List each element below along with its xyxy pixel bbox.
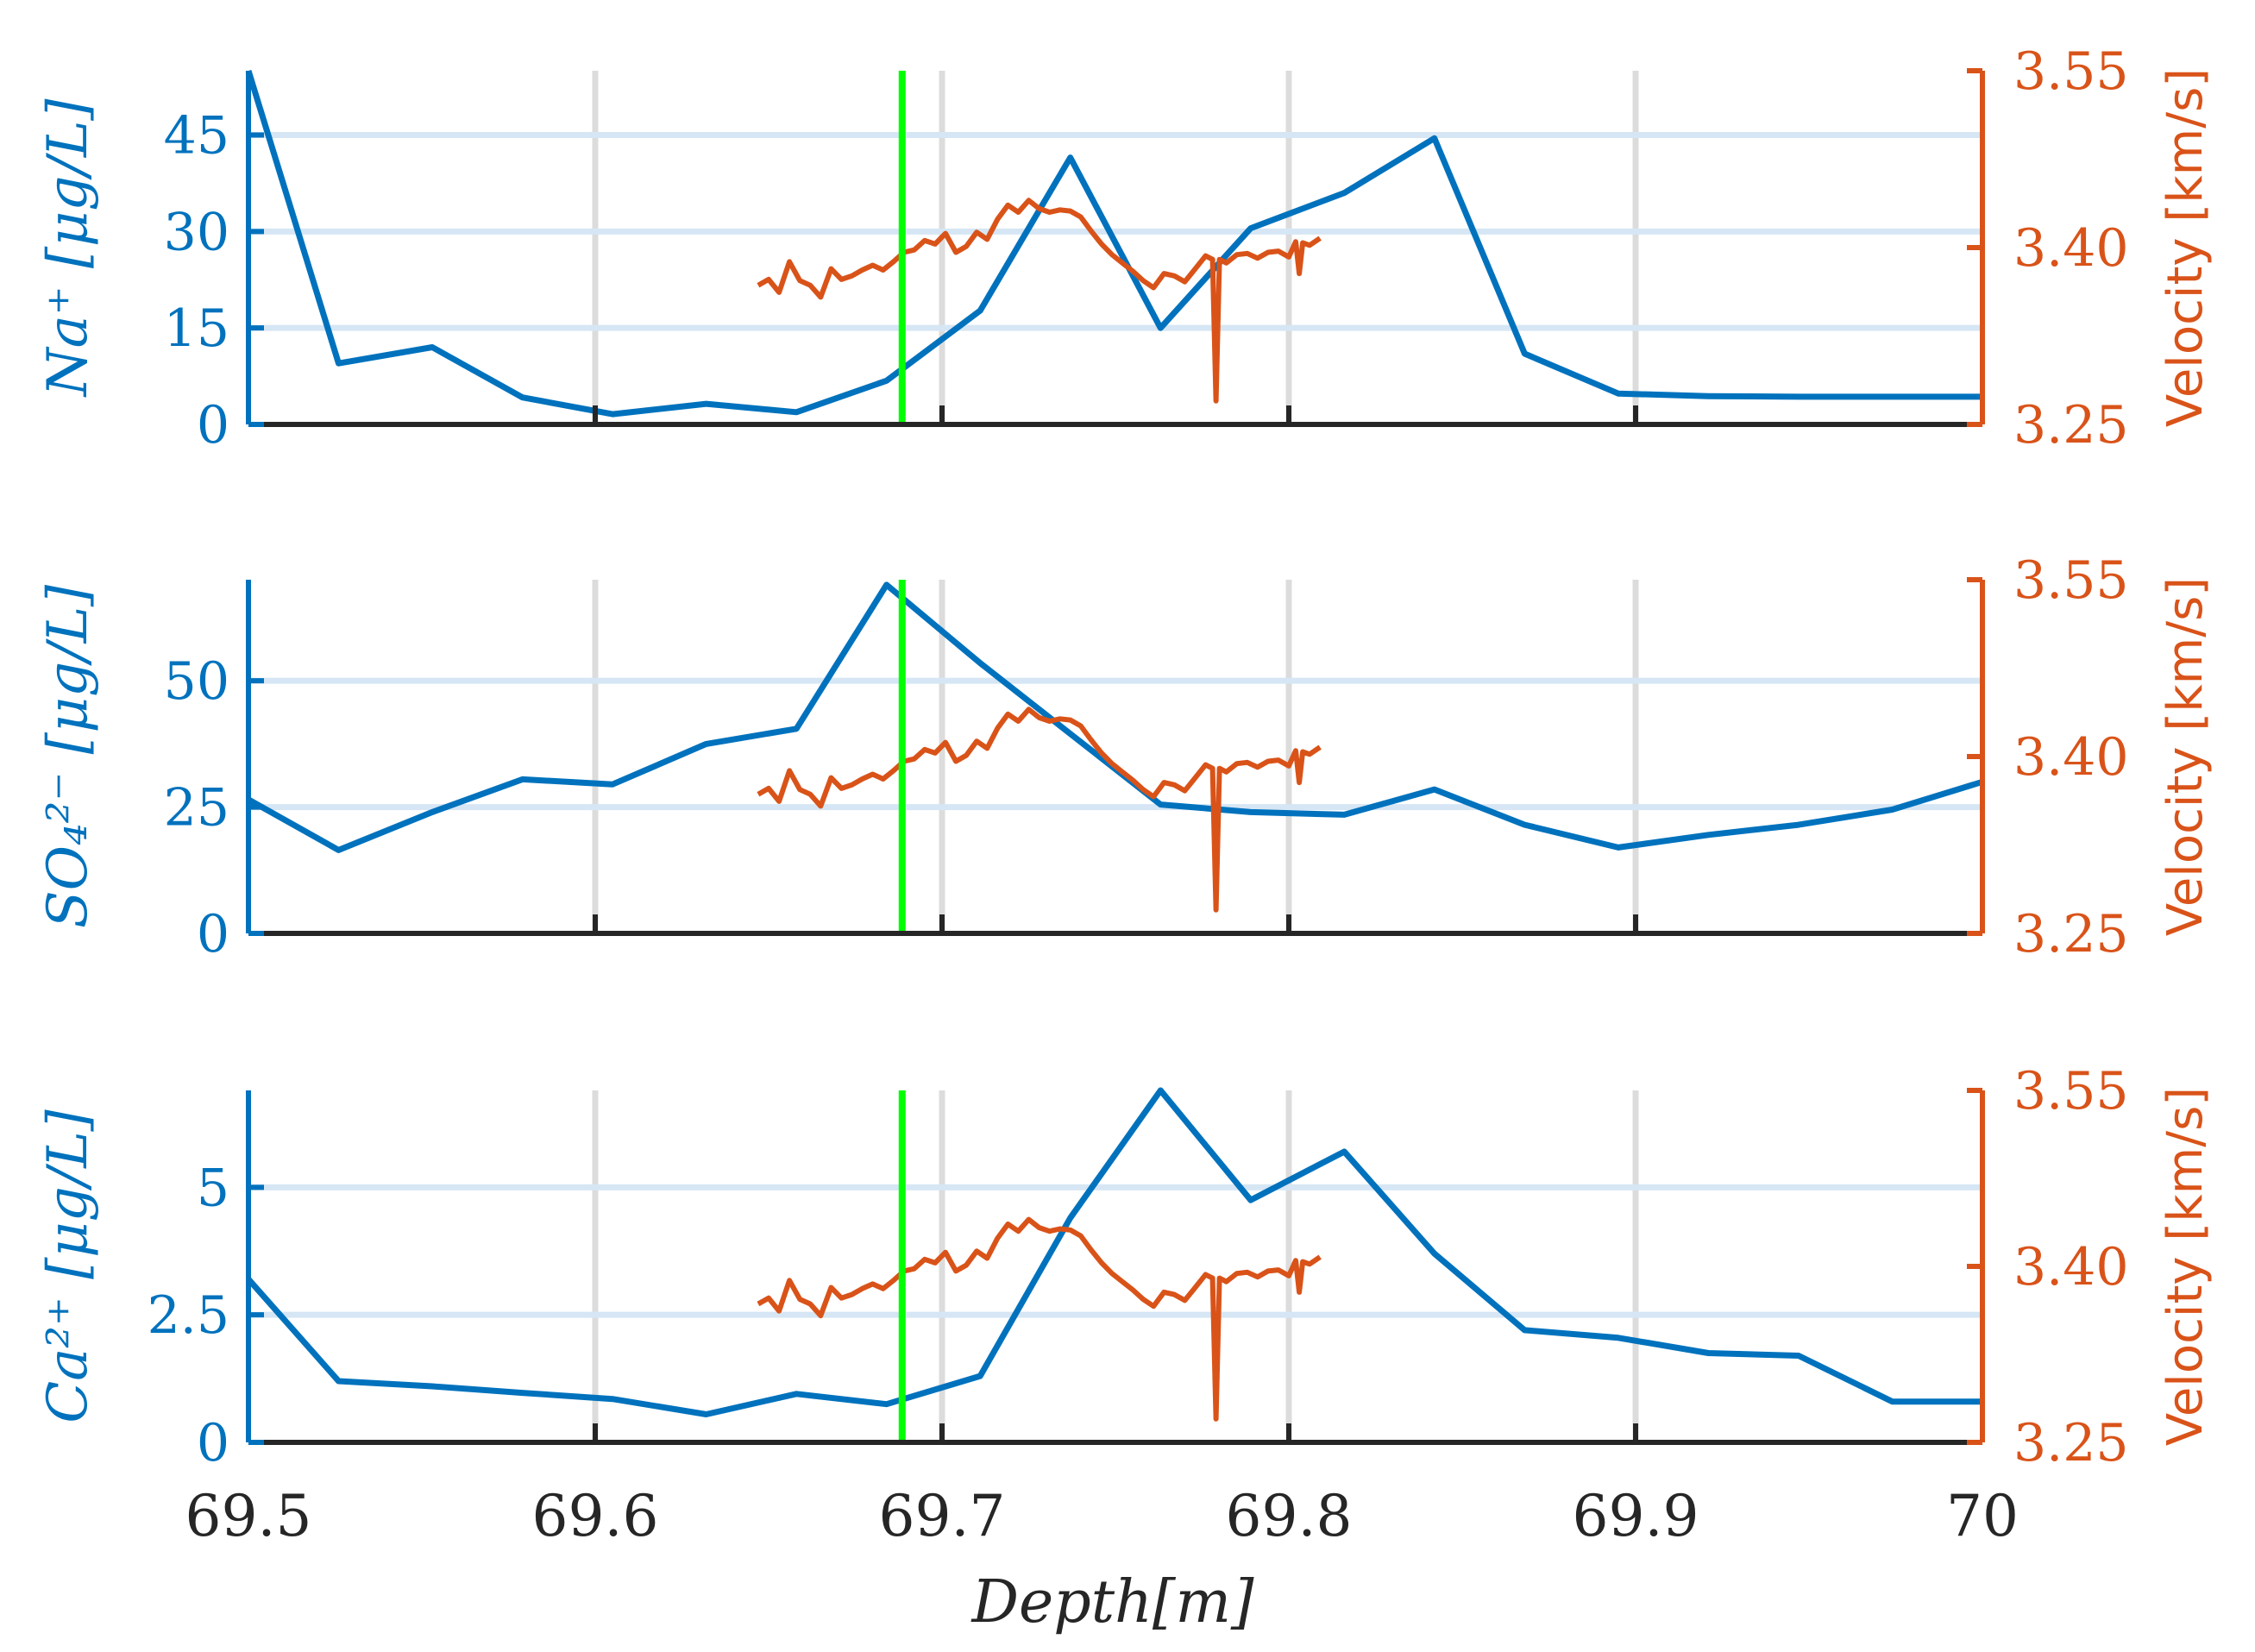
x-tick-labels: 69.5 69.6 69.7 69.8 69.9 70 (185, 1483, 2019, 1549)
left-axis-label: Ca²⁺ [μg/L] (36, 1109, 100, 1423)
concentration-line (245, 69, 1982, 418)
left-axis-label: SO₄²⁻ [μg/L] (36, 584, 100, 928)
velocity-line (757, 198, 1322, 404)
right-tick-label: 3.55 (2013, 550, 2129, 611)
concentration-line (246, 1087, 1982, 1417)
right-axis-label: Velocity [km/s] (2158, 68, 2214, 427)
right-tick-label: 3.25 (2013, 1413, 2129, 1473)
right-axis-label: Velocity [km/s] (2158, 577, 2214, 936)
panel-sulfate: 0 25 50 3.25 3.40 3.55 SO₄²⁻ [μg/L] Velocity [k… (36, 550, 2214, 964)
right-tick-label: 3.40 (2013, 218, 2129, 279)
left-tick-label: 50 (164, 651, 229, 712)
x-axis-label: Depth[m] (970, 1568, 1254, 1636)
panel-sodium: 0 15 30 45 3.25 3.40 3.55 Na⁺ [μg/L] Velocity [k… (36, 41, 2214, 455)
x-tick-label: 70 (1946, 1483, 2019, 1549)
x-tick-label: 69.8 (1226, 1483, 1353, 1549)
x-tick-label: 69.6 (532, 1483, 659, 1549)
right-tick-label: 3.25 (2013, 904, 2129, 964)
left-tick-label: 0 (197, 1413, 229, 1473)
left-tick-label: 0 (197, 395, 229, 455)
right-axis-label: Velocity [km/s] (2158, 1087, 2214, 1446)
x-tick-label: 69.9 (1573, 1483, 1699, 1549)
right-tick-label: 3.25 (2013, 395, 2129, 455)
left-tick-label: 25 (164, 778, 229, 839)
left-axis-label: Na⁺ [μg/L] (36, 98, 100, 399)
left-tick-label: 0 (197, 904, 229, 964)
right-tick-label: 3.55 (2013, 41, 2129, 102)
panel-calcium: 0 2.5 5 3.25 3.40 3.55 Ca²⁺ [μg/L] Velocity [km… (36, 1061, 2214, 1473)
x-tick-label: 69.5 (185, 1483, 312, 1549)
velocity-line (757, 707, 1322, 913)
left-tick-label: 30 (164, 202, 229, 262)
right-tick-label: 3.40 (2013, 1237, 2129, 1297)
left-tick-label: 5 (197, 1158, 229, 1218)
x-tick-label: 69.7 (879, 1483, 1006, 1549)
left-tick-label: 45 (164, 106, 229, 166)
velocity-line (757, 1216, 1322, 1422)
right-tick-label: 3.40 (2013, 727, 2129, 788)
left-tick-label: 15 (164, 298, 229, 359)
left-tick-label: 2.5 (148, 1285, 229, 1346)
right-tick-label: 3.55 (2013, 1061, 2129, 1121)
